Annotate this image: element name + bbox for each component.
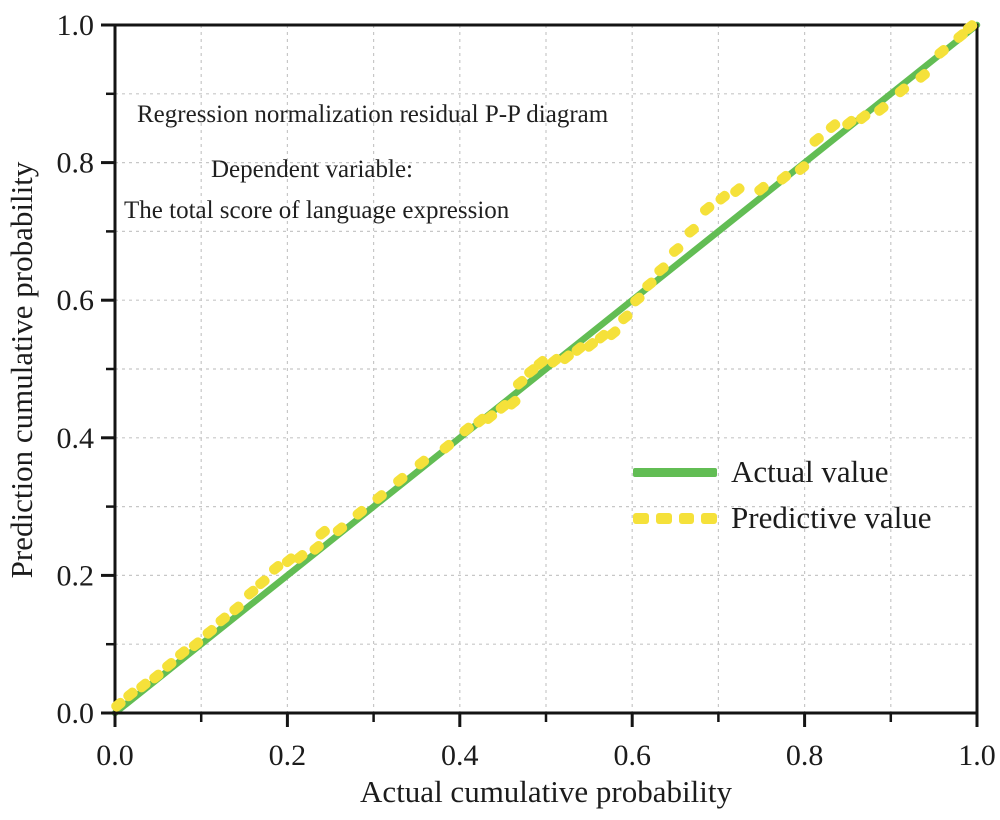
predictive-value-marker	[439, 439, 455, 454]
x-tick-label: 0.8	[786, 739, 824, 772]
y-tick-label: 0.6	[57, 284, 95, 317]
predictive-value-marker	[393, 472, 408, 487]
predictive-value-marker	[315, 525, 330, 540]
predictive-value-marker	[684, 223, 699, 238]
legend-entry-actual: Actual value	[633, 451, 932, 493]
legend-label-actual: Actual value	[731, 454, 889, 489]
y-tick-label: 0.0	[57, 697, 95, 730]
predictive-value-marker	[215, 612, 230, 627]
predictive-value-marker	[332, 522, 348, 537]
predictive-value-marker	[459, 422, 474, 437]
predictive-value-marker	[149, 669, 164, 684]
plot-border	[113, 23, 979, 715]
predictive-value-marker	[188, 637, 204, 652]
predictive-value-marker	[571, 342, 586, 356]
predictive-value-marker	[642, 277, 657, 292]
legend-dash-swatch-predictive	[633, 512, 717, 524]
predictive-value-marker	[202, 624, 218, 639]
y-axis-title: Prediction cumulative probability	[4, 161, 39, 579]
predictive-value-marker	[654, 262, 669, 277]
x-tick-label: 0.4	[441, 739, 479, 772]
x-tick-label: 0.2	[269, 739, 307, 772]
predictive-value-marker	[699, 201, 715, 216]
predictive-value-marker	[174, 646, 190, 661]
predictive-value-marker	[268, 560, 284, 575]
predictive-value-marker	[111, 697, 126, 712]
predictive-value-marker	[482, 410, 498, 425]
legend-label-predictive: Predictive value	[731, 500, 932, 535]
predictive-value-marker	[293, 549, 308, 564]
y-tick-label: 0.4	[57, 422, 95, 455]
annotation-dependent-variable-name: The total score of language expression	[124, 197, 510, 224]
predictive-value-marker	[547, 353, 562, 368]
legend-entry-predictive: Predictive value	[633, 497, 932, 539]
predictive-value-marker	[754, 181, 769, 196]
predictive-value-marker	[894, 83, 910, 98]
actual-value-line	[111, 21, 981, 717]
predictive-value-marker	[123, 687, 138, 702]
predictive-value-marker	[162, 657, 177, 672]
predictive-value-marker	[605, 326, 621, 341]
predictive-value-marker	[934, 44, 949, 59]
y-tick-label: 0.2	[57, 559, 95, 592]
predictive-value-marker	[309, 541, 324, 555]
predictive-value-marker	[825, 119, 841, 134]
predictive-value-marker	[524, 364, 539, 378]
legend: Actual value Predictive value	[633, 451, 932, 539]
predictive-value-marker	[229, 601, 244, 616]
predictive-value-marker	[730, 183, 745, 197]
predictive-value-marker	[630, 292, 645, 307]
predictive-value-marker	[962, 20, 978, 34]
annotation-dependent-variable: Dependent variable:	[211, 156, 413, 183]
x-tick-label: 0.6	[613, 739, 651, 772]
predictive-value-marker	[794, 161, 810, 175]
predictive-value-marker	[915, 69, 930, 83]
predictive-value-marker	[243, 585, 259, 600]
x-tick-label: 1.0	[958, 739, 996, 772]
chart-title: Regression normalization residual P-P di…	[137, 101, 609, 128]
predictive-value-marker	[776, 170, 792, 185]
predictive-value-marker	[372, 490, 387, 504]
predictive-value-marker	[594, 329, 610, 344]
legend-dash	[633, 512, 649, 524]
y-tick-label: 1.0	[57, 9, 95, 42]
predictive-value-marker	[855, 110, 871, 125]
predictive-value-marker	[512, 375, 528, 390]
predictive-value-marker	[136, 678, 151, 693]
predictive-value-marker	[618, 310, 633, 325]
y-tick-label: 0.8	[57, 147, 95, 180]
predictive-value-marker	[352, 505, 368, 520]
predictive-value-marker	[559, 350, 574, 365]
predictive-value-marker	[953, 29, 968, 43]
predictive-value-marker	[533, 355, 549, 370]
predictive-value-marker	[506, 395, 521, 410]
predictive-value-marker	[281, 553, 297, 568]
predictive-value-marker	[809, 133, 824, 147]
predictive-value-marker	[414, 455, 430, 470]
legend-dash	[678, 512, 695, 524]
predictive-value-marker	[668, 243, 684, 257]
legend-line-swatch-actual	[633, 467, 717, 477]
legend-dash	[655, 512, 672, 524]
predictive-value-marker	[715, 190, 730, 205]
predictive-value-marker	[842, 115, 857, 130]
x-tick-label: 0.0	[96, 739, 134, 772]
predictive-value-marker	[255, 575, 270, 590]
legend-dash	[701, 512, 717, 524]
predictive-value-marker	[874, 102, 889, 116]
predictive-value-marker	[583, 338, 599, 352]
x-axis-title: Actual cumulative probability	[360, 774, 732, 809]
